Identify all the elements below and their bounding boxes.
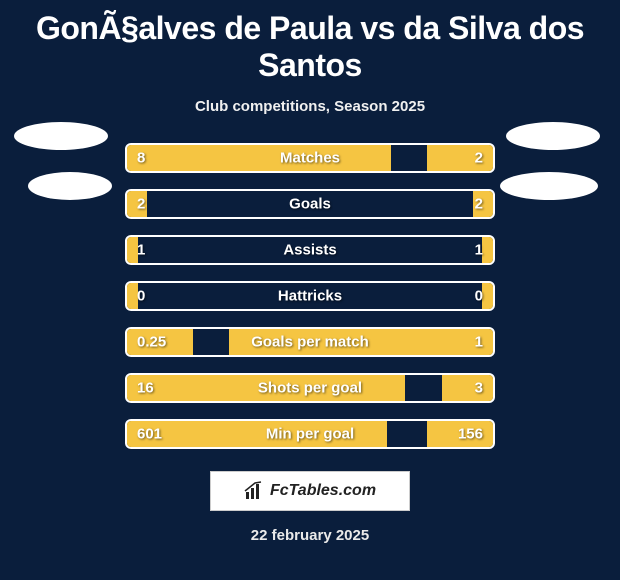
stat-value-right: 2	[475, 196, 483, 213]
stat-fill-right	[427, 145, 493, 171]
stat-fill-right	[482, 283, 493, 309]
date-text: 22 february 2025	[0, 527, 620, 544]
stat-label: Goals	[289, 196, 331, 213]
stat-row: 16 3 Shots per goal	[125, 373, 495, 403]
stat-row: 0 0 Hattricks	[125, 281, 495, 311]
stat-value-left: 8	[137, 150, 145, 167]
stat-label: Assists	[283, 242, 336, 259]
brand-box[interactable]: FcTables.com	[210, 471, 410, 511]
avatar-placeholder	[500, 172, 598, 200]
stat-value-left: 601	[137, 426, 162, 443]
page-title: GonÃ§alves de Paula vs da Silva dos Sant…	[0, 0, 620, 84]
stat-row: 0.25 1 Goals per match	[125, 327, 495, 357]
stat-value-right: 3	[475, 380, 483, 397]
stat-label: Hattricks	[278, 288, 342, 305]
stat-value-right: 1	[475, 242, 483, 259]
stat-value-right: 156	[458, 426, 483, 443]
stat-label: Matches	[280, 150, 340, 167]
stat-fill-right	[442, 375, 493, 401]
stat-fill-left	[127, 145, 391, 171]
stat-value-left: 2	[137, 196, 145, 213]
avatar-placeholder	[506, 122, 600, 150]
avatar-placeholder	[28, 172, 112, 200]
stat-value-left: 0.25	[137, 334, 166, 351]
brand-text: FcTables.com	[270, 482, 376, 500]
stat-value-left: 1	[137, 242, 145, 259]
stat-row: 2 2 Goals	[125, 189, 495, 219]
stat-value-left: 0	[137, 288, 145, 305]
chart-icon	[244, 481, 264, 501]
subtitle: Club competitions, Season 2025	[0, 98, 620, 115]
stat-value-right: 1	[475, 334, 483, 351]
avatar-placeholder	[14, 122, 108, 150]
stat-fill-right	[482, 237, 493, 263]
stat-label: Shots per goal	[258, 380, 362, 397]
stat-value-right: 0	[475, 288, 483, 305]
stat-row: 601 156 Min per goal	[125, 419, 495, 449]
stat-label: Goals per match	[251, 334, 369, 351]
stat-value-right: 2	[475, 150, 483, 167]
stat-label: Min per goal	[266, 426, 354, 443]
stat-row: 8 2 Matches	[125, 143, 495, 173]
stat-value-left: 16	[137, 380, 154, 397]
stat-row: 1 1 Assists	[125, 235, 495, 265]
